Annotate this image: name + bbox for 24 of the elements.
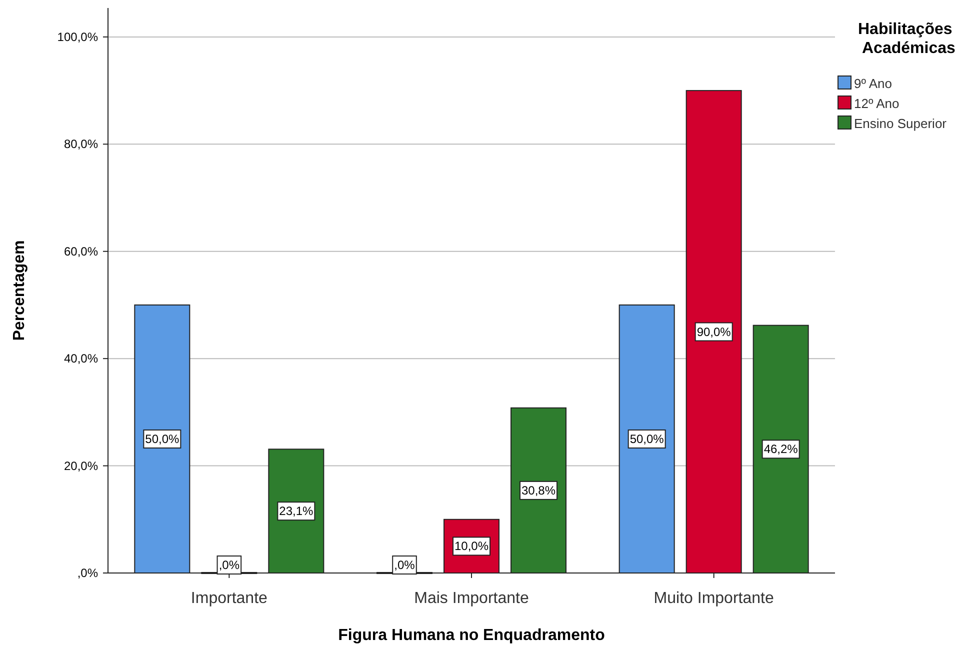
legend-label: 12º Ano <box>854 96 900 111</box>
y-tick-label: ,0% <box>77 566 98 580</box>
x-tick-label: Importante <box>190 590 268 607</box>
y-tick-label: 40,0% <box>64 352 98 366</box>
x-tick-label: Muito Importante <box>654 590 774 607</box>
y-tick-label: 60,0% <box>64 244 98 258</box>
legend-title: Habilitações Académicas <box>858 21 956 57</box>
x-axis-title: Figura Humana no Enquadramento <box>338 627 606 644</box>
y-tick-label: 20,0% <box>64 458 98 473</box>
data-label: ,0% <box>394 558 416 572</box>
data-label: 50,0% <box>630 432 664 446</box>
data-label: 46,2% <box>764 442 798 456</box>
x-tick-label: Mais Importante <box>414 590 529 607</box>
data-label: 23,1% <box>279 504 314 518</box>
y-axis-title: Percentagem <box>11 240 28 341</box>
y-tick-label: 80,0% <box>64 137 98 152</box>
data-label: 50,0% <box>145 432 180 446</box>
data-label: ,0% <box>218 558 240 572</box>
legend-label: 9º Ano <box>854 76 892 91</box>
data-label: 90,0% <box>696 324 732 339</box>
legend-label: Ensino Superior <box>854 116 948 131</box>
y-tick-label: 100,0% <box>57 30 98 44</box>
data-label: 30,8% <box>521 483 556 498</box>
data-label: 10,0% <box>454 539 489 554</box>
